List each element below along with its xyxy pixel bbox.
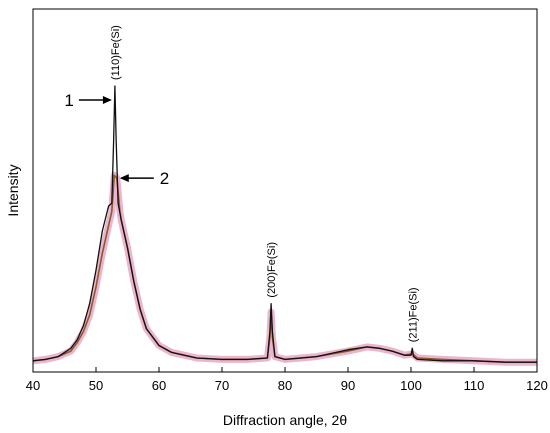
x-tick-label: 100: [400, 378, 422, 393]
marker-arrowhead: [119, 174, 129, 183]
x-tick-label: 120: [526, 378, 548, 393]
x-tick-label: 90: [341, 378, 355, 393]
x-axis-ticks: 40 50 60 70 80 90 100 110 120: [26, 367, 548, 393]
peak-annotation: (200)Fe(Si): [266, 242, 278, 298]
series-2-halo-line: [32, 171, 537, 366]
y-axis-title: Intensity: [5, 164, 21, 216]
series-2-line: [32, 174, 537, 363]
marker-arrowhead: [102, 95, 112, 104]
peak-annotation: (211)Fe(Si): [407, 287, 419, 342]
marker-label: 2: [160, 169, 169, 188]
x-tick-label: 110: [464, 378, 485, 393]
plot-frame: [32, 8, 538, 373]
x-tick-label: 50: [89, 378, 103, 393]
x-tick-label: 60: [152, 378, 166, 393]
x-tick-label: 70: [215, 378, 229, 393]
series-markers: 12: [64, 91, 169, 188]
peak-annotations: (110)Fe(Si) (200)Fe(Si) (211)Fe(Si): [110, 25, 419, 342]
marker-label: 1: [64, 91, 73, 110]
series-1-line: [32, 85, 537, 363]
x-axis-title: Diffraction angle, 2θ: [223, 412, 347, 428]
peak-annotation: (110)Fe(Si): [110, 25, 122, 80]
series-lines: [32, 85, 537, 363]
x-tick-label: 80: [278, 378, 292, 393]
x-tick-label: 40: [26, 378, 40, 393]
series-2-halo: [32, 171, 537, 366]
